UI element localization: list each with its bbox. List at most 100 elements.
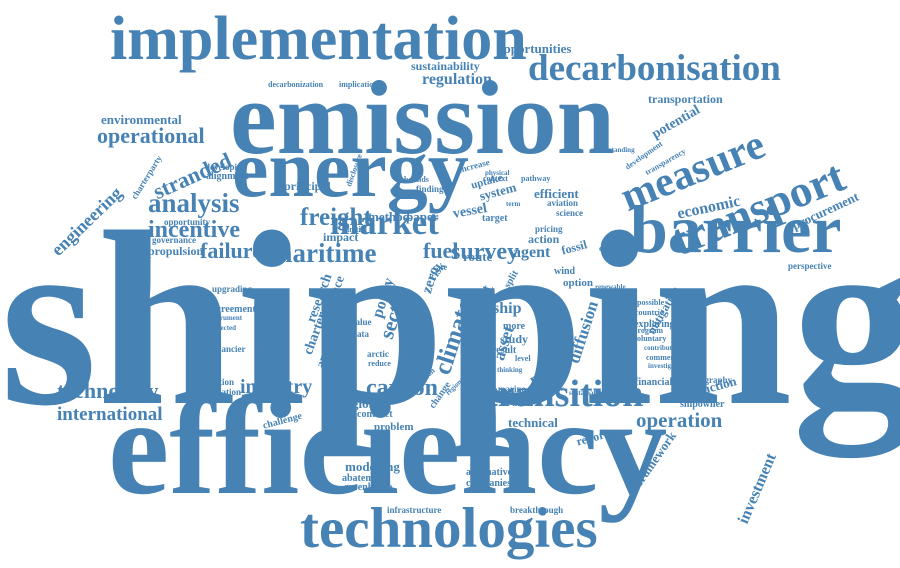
word-technical: technical [508, 415, 558, 430]
word-fuel: fuel [423, 238, 459, 263]
word-principal: principal [284, 179, 331, 193]
word-impact: impact [323, 230, 359, 244]
word-more: more [503, 321, 526, 332]
word-energy: energy [232, 123, 469, 214]
word-demand: demand [599, 244, 627, 253]
word-potential: potential [649, 102, 703, 143]
word-study: study [500, 332, 529, 346]
word-trade: trade [512, 399, 531, 408]
word-governance: governance [152, 235, 196, 245]
word-finding: finding [416, 184, 444, 194]
word-physical: physical [485, 169, 510, 177]
word-voluntary: voluntary [633, 334, 667, 343]
word-expected: expected [210, 324, 237, 332]
word-international: international [57, 404, 163, 425]
word-opportunities: opportunities [497, 41, 572, 56]
word-agreement: agreement [211, 304, 256, 315]
word-target: target [482, 213, 508, 224]
word-ship: ship [493, 300, 522, 317]
word-agent: agent [513, 244, 551, 261]
word-freight: freight [300, 204, 372, 231]
word-incentive: incentive [148, 217, 240, 243]
word-financial: financial [635, 377, 673, 388]
word-understanding: understanding [591, 146, 635, 154]
word-oceanography: oceanography [678, 375, 732, 385]
word-propulsion: propulsion [148, 244, 204, 258]
word-decarbonisation: decarbonisation [528, 48, 781, 89]
word-implication: implication [339, 80, 378, 89]
word-countrie: countrie [635, 308, 664, 317]
word-case: case [433, 263, 448, 272]
word-contract: contract [357, 409, 393, 420]
word-modelling: modelling [345, 459, 400, 474]
word-pathway: pathway [521, 174, 551, 183]
word-opportunity: opportunity [164, 217, 211, 227]
word-industry: industry [240, 376, 313, 398]
word-exploring: exploring [634, 319, 675, 330]
word-implementation: implementation [110, 5, 527, 73]
word-wind: wind [554, 266, 576, 277]
word-instrument: instrument [209, 314, 243, 322]
word-global: global [352, 396, 386, 411]
word-emission: emission [230, 59, 616, 176]
word-contribute: contribute [644, 344, 676, 352]
word-option: option [563, 277, 593, 289]
word-action: action [528, 232, 560, 246]
word-reduce: reduce [368, 359, 391, 368]
word-shipowner: shipowner [680, 399, 725, 410]
word-regulation: regulation [422, 71, 492, 88]
word-pricing: pricing [535, 224, 563, 234]
word-maritime: maritime [270, 238, 377, 268]
word-science: science [556, 208, 583, 218]
word-result: result [492, 345, 517, 356]
word-analysis: analysis [148, 188, 240, 218]
word-commercial: commercial [646, 353, 686, 362]
word-alignment: alignment [206, 171, 249, 182]
word-transition: transition [485, 373, 644, 415]
word-financier: financier [211, 344, 246, 354]
word-barrier: barrier [630, 191, 842, 267]
word-technologies: technologies [300, 497, 598, 560]
word-arctic: arctic [367, 349, 389, 359]
word-investigate: investigate [648, 362, 680, 370]
word-value: value [351, 317, 372, 327]
word-greenhouse: greenhouse [344, 482, 393, 493]
word-paper: paper [406, 209, 439, 224]
word-route: route [463, 249, 493, 264]
word-renewable: renewable [595, 283, 626, 291]
word-aviation: aviation [547, 198, 579, 208]
word-information: information [195, 387, 241, 397]
word-problem: problem [374, 421, 414, 433]
word-abatement: abatement [342, 473, 387, 484]
word-upgrading: upgrading [212, 284, 253, 294]
word-failure: failure [200, 238, 262, 263]
word-marine: marine [498, 384, 526, 394]
word-term: term [506, 200, 521, 208]
word-program: program [633, 326, 664, 335]
word-breakthrough: breakthrough [510, 505, 564, 515]
word-transportation: transportation [648, 92, 723, 106]
word-alternative: alternative [466, 467, 513, 478]
word-decarbonization: decarbonization [268, 80, 324, 89]
word-data: data [352, 329, 370, 339]
word-shipping: shipping [0, 181, 900, 458]
word-innovation: innovation [193, 377, 235, 387]
word-thinking: thinking [497, 366, 523, 374]
word-carbon: carbon [366, 375, 438, 401]
word-method: method [368, 209, 410, 224]
word-operational: operational [97, 123, 205, 148]
word-infrastructure: infrastructure [387, 505, 442, 515]
word-technology: technology [57, 378, 159, 403]
word-bounds: bounds [404, 175, 429, 184]
word-developing: developing [205, 162, 247, 172]
word-market: market [330, 203, 439, 242]
word-investment: investment [735, 450, 780, 527]
word-survey: survey [451, 239, 519, 265]
word-level: level [515, 354, 531, 363]
word-possible: possible [637, 298, 665, 307]
word-companies: companies [466, 478, 511, 489]
word-perspective: perspective [788, 261, 832, 271]
word-efficient: efficient [534, 186, 579, 201]
word-context: context [483, 174, 508, 183]
